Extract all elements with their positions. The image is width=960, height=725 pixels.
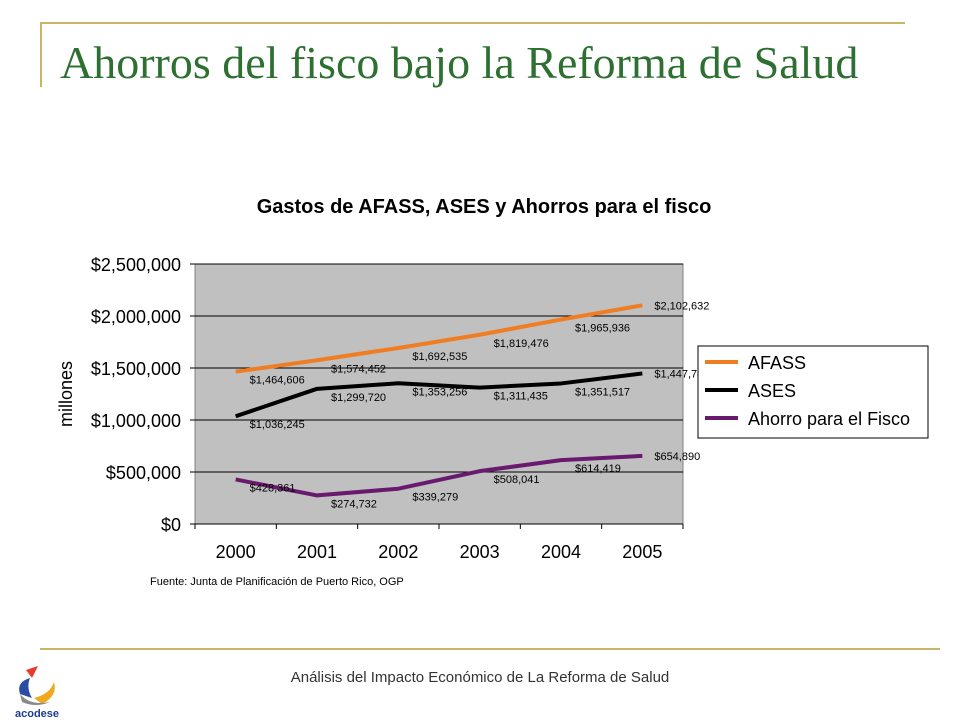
chart-source: Fuente: Junta de Planificación de Puerto… <box>150 576 404 588</box>
x-tick-label: 2003 <box>460 542 500 562</box>
series-line-2 <box>235 453 643 498</box>
series-line-0 <box>235 303 643 374</box>
series-line-1 <box>235 371 643 419</box>
slide-title: Ahorros del fisco bajo la Reforma de Sal… <box>60 37 859 88</box>
data-label: $274,732 <box>331 498 377 510</box>
data-label: $1,311,435 <box>494 391 548 403</box>
footer-text: Análisis del Impacto Económico de La Ref… <box>290 669 670 686</box>
data-label: $1,464,606 <box>250 375 305 387</box>
data-label: $2,102,632 <box>654 300 709 312</box>
data-label: $1,299,720 <box>331 392 386 404</box>
data-label: $1,574,452 <box>331 363 386 375</box>
x-tick-label: 2001 <box>297 542 337 562</box>
acodese-logo: acodese <box>6 664 68 720</box>
data-label: $1,036,245 <box>250 419 305 431</box>
legend-label: ASES <box>748 381 796 401</box>
x-axis-ticks: 2000 2001 2002 2003 2004 2005 <box>194 524 684 562</box>
legend-label: AFASS <box>748 353 806 373</box>
legend-label: Ahorro para el Fisco <box>748 409 910 429</box>
footer-divider <box>40 648 940 650</box>
y-tick-label: $2,500,000 <box>91 255 181 275</box>
data-label: $654,890 <box>654 451 700 463</box>
x-tick-label: 2004 <box>541 542 581 562</box>
title-frame-top <box>40 22 905 24</box>
data-label: $1,965,936 <box>575 323 630 335</box>
data-label: $339,279 <box>412 492 458 504</box>
y-tick-label: $0 <box>161 515 181 535</box>
legend: AFASS ASES Ahorro para el Fisco <box>705 353 910 429</box>
data-label: $614,419 <box>575 463 621 475</box>
y-tick-label: $1,000,000 <box>91 411 181 431</box>
data-label: $1,353,256 <box>412 386 467 398</box>
data-label: $1,819,476 <box>494 338 549 350</box>
chart-title: Gastos de AFASS, ASES y Ahorros para el … <box>257 196 712 218</box>
series-lines <box>235 303 643 498</box>
x-tick-label: 2000 <box>216 542 256 562</box>
data-label: $428,361 <box>250 482 296 494</box>
y-tick-label: $500,000 <box>106 463 181 483</box>
data-label: $508,041 <box>494 474 540 486</box>
data-label: $1,447,742 <box>654 368 709 380</box>
title-frame-left <box>40 22 42 87</box>
y-axis-ticks: $0 $500,000 $1,000,000 $1,500,000 $2,000,000… <box>91 255 195 535</box>
data-labels: $1,464,606 $1,574,452 $1,692,535 $1,819,476… <box>250 300 710 510</box>
y-tick-label: $1,500,000 <box>91 359 181 379</box>
x-tick-label: 2002 <box>378 542 418 562</box>
x-tick-label: 2005 <box>622 542 662 562</box>
logo-text: acodese <box>15 708 59 720</box>
data-label: $1,692,535 <box>412 351 467 363</box>
data-label: $1,351,517 <box>575 386 630 398</box>
y-axis-label: millones <box>56 361 76 427</box>
y-tick-label: $2,000,000 <box>91 307 181 327</box>
